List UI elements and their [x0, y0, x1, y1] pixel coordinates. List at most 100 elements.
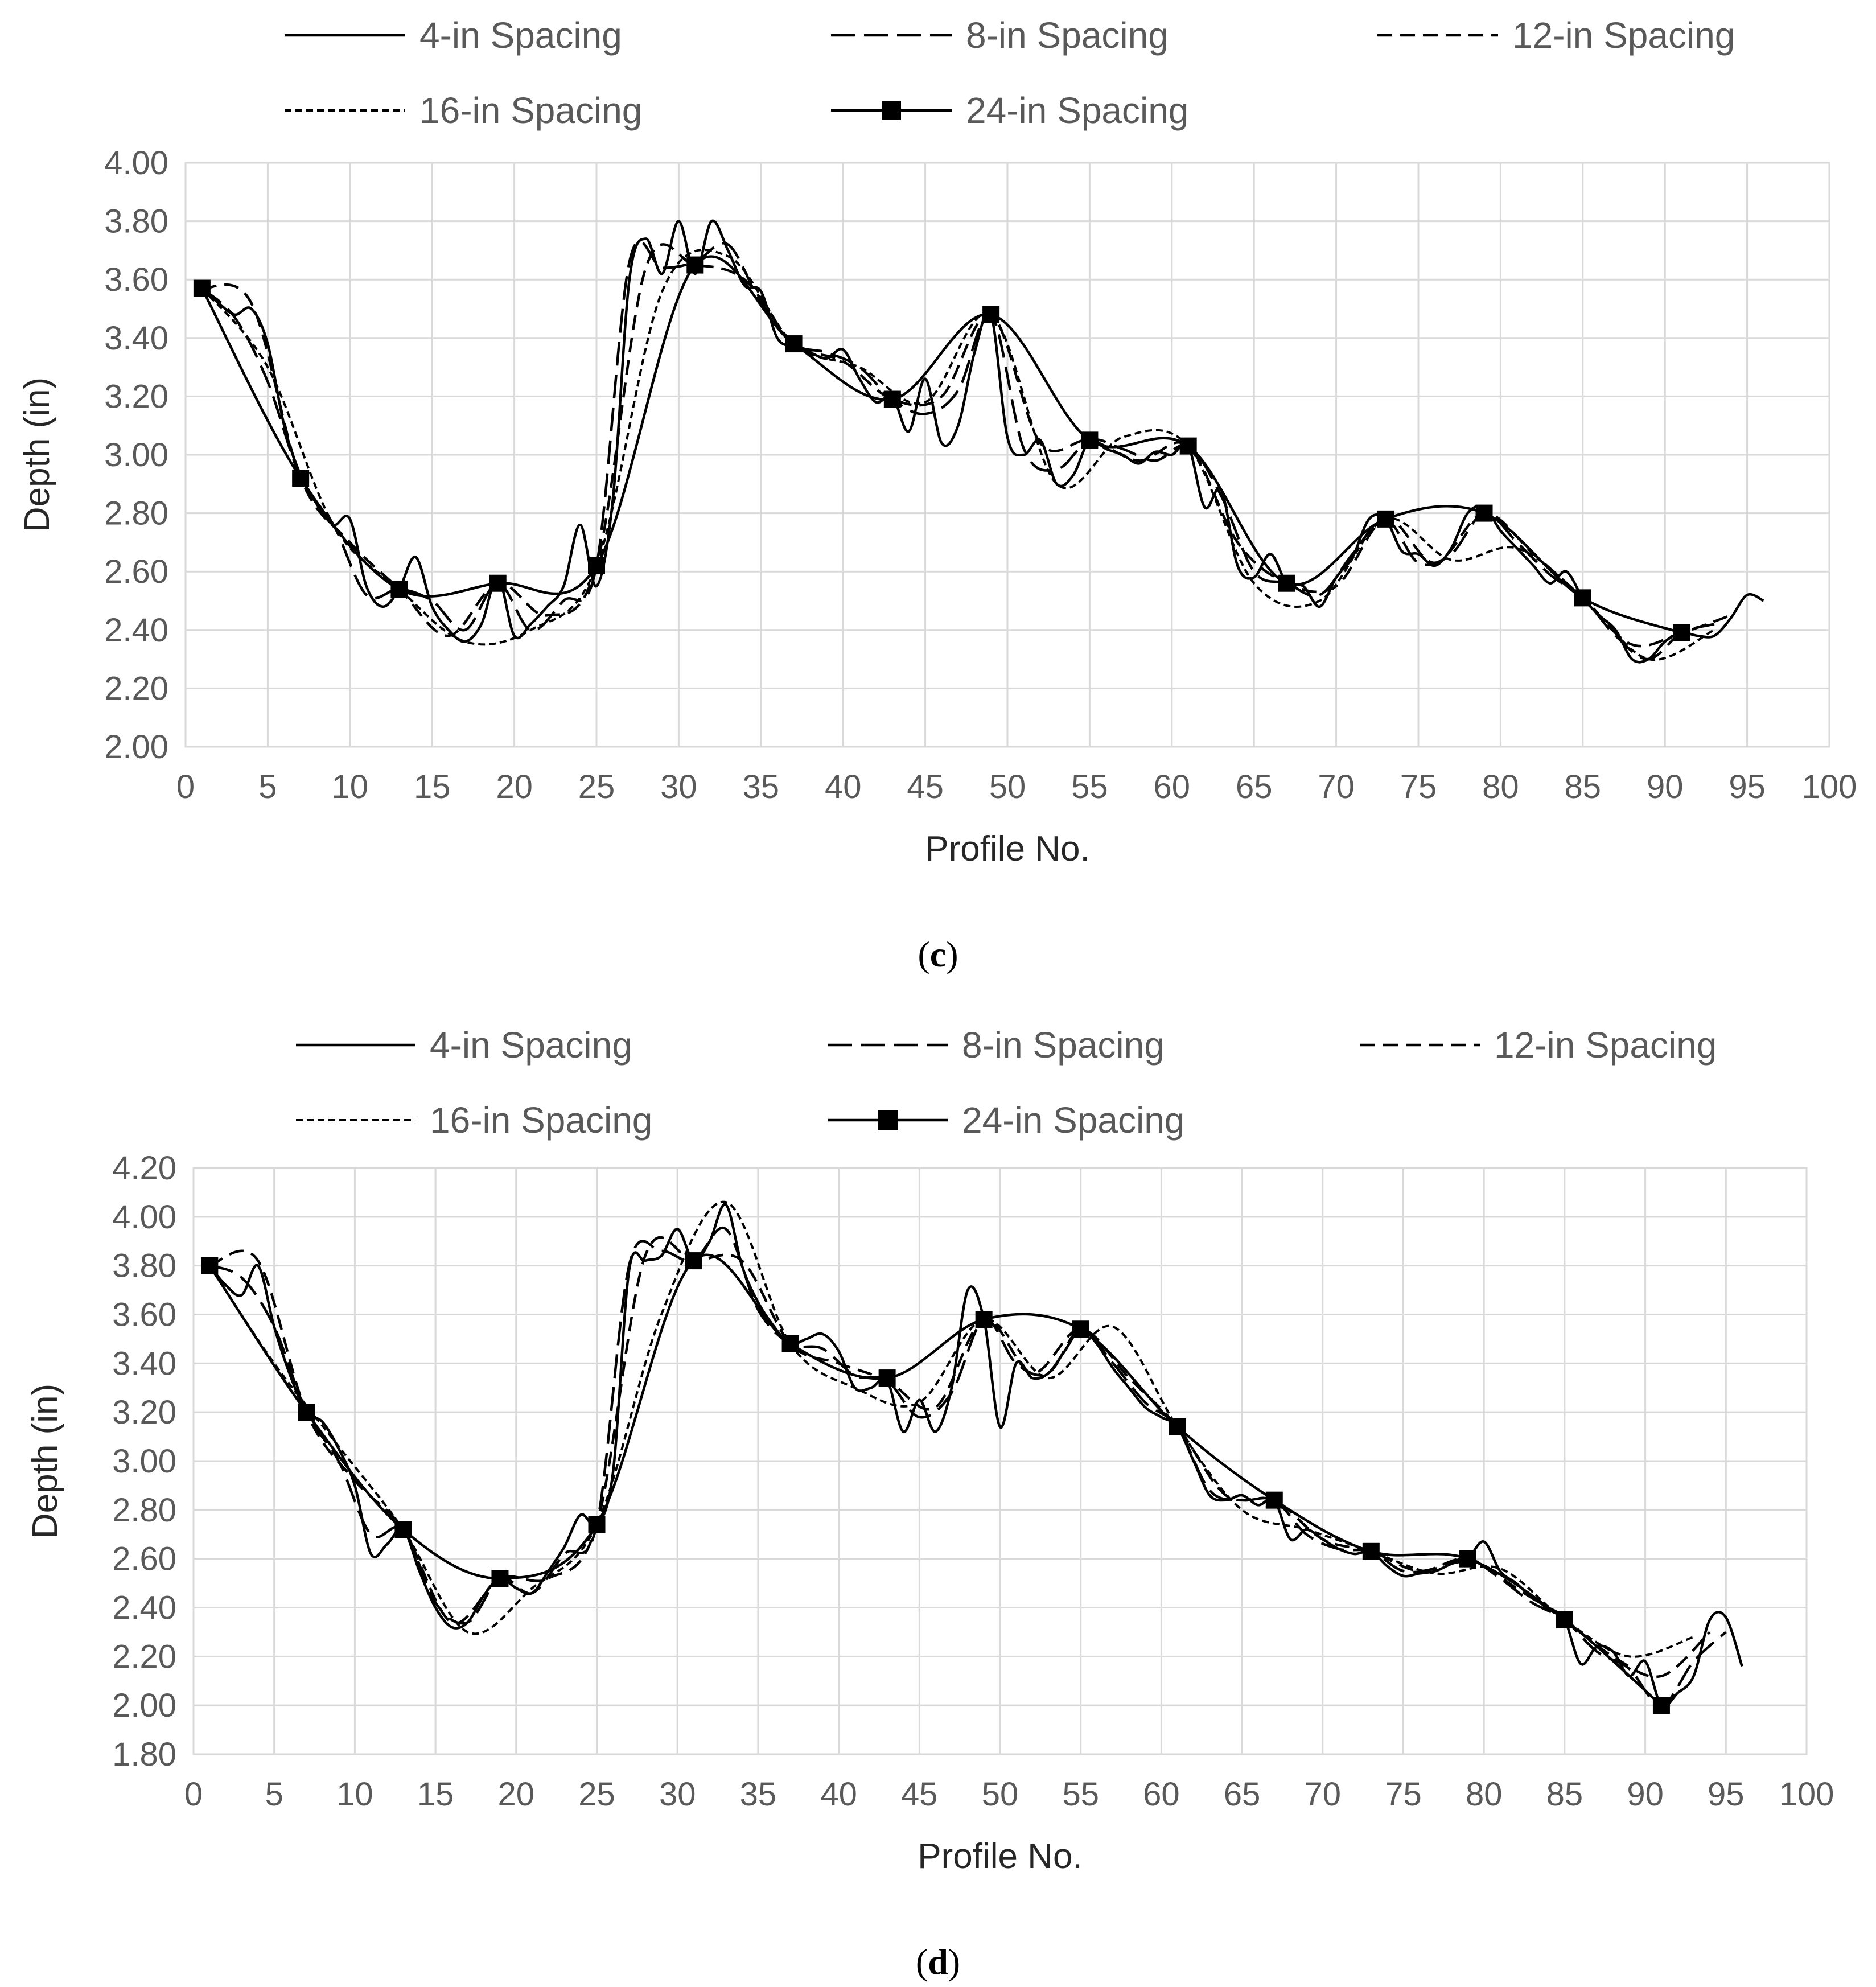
- legend-item-16-in-spacing: 16-in Spacing: [296, 1100, 652, 1141]
- legend-label: 4-in Spacing: [419, 15, 622, 56]
- data-point-marker: [588, 1516, 606, 1533]
- data-point-marker: [686, 256, 704, 274]
- legend-marker-sample: [882, 101, 901, 120]
- data-point-marker: [781, 1335, 799, 1352]
- x-tick-label: 100: [1802, 768, 1857, 805]
- y-tick-label: 3.00: [104, 437, 168, 474]
- gridlines: [184, 162, 1830, 748]
- gridlines: [192, 1167, 1808, 1755]
- chart-c: 0 5 10 15 20 25 30 35 40 45 50 55 60 65 70 75 80 85 90 95 10…: [18, 15, 1857, 869]
- data-point-marker: [292, 470, 310, 487]
- x-tick-labels: 0 5 10 15 20 25 30 35 40 45 50 55 60 65 70 75 80 85 90 95 10…: [176, 768, 1857, 805]
- series-line-12-in-spacing: [209, 1236, 1711, 1679]
- x-tick-label: 25: [578, 768, 615, 805]
- x-tick-label: 60: [1143, 1776, 1180, 1813]
- data-point-marker: [975, 1311, 993, 1328]
- data-point-marker: [1278, 574, 1295, 592]
- x-tick-label: 35: [743, 768, 780, 805]
- legend-label: 8-in Spacing: [966, 15, 1169, 56]
- y-tick-label: 2.40: [112, 1590, 176, 1627]
- data-point-marker: [1377, 510, 1394, 528]
- x-tick-label: 80: [1482, 768, 1519, 805]
- y-tick-label: 2.60: [104, 553, 168, 590]
- data-point-marker: [1574, 589, 1591, 607]
- caption-d: (d): [916, 1941, 960, 1982]
- data-point-marker: [1673, 624, 1690, 641]
- y-tick-labels: 1.80 2.00 2.20 2.40 2.60 2.80 3.00 3.20 3.40 3.60…: [112, 1150, 176, 1773]
- data-point-marker: [982, 306, 1000, 323]
- data-point-marker: [1169, 1418, 1186, 1435]
- legend: 4-in Spacing 8-in Spacing 12-in Spacing 16-…: [285, 15, 1735, 131]
- legend-label: 12-in Spacing: [1494, 1025, 1717, 1066]
- y-tick-label: 2.00: [112, 1687, 176, 1724]
- x-tick-label: 5: [265, 1776, 283, 1813]
- legend-marker-sample: [878, 1110, 898, 1130]
- x-tick-label: 10: [336, 1776, 373, 1813]
- x-tick-label: 0: [176, 768, 195, 805]
- series-markers: [193, 256, 1690, 641]
- x-tick-label: 90: [1647, 768, 1684, 805]
- y-axis-label: Depth (in): [26, 1384, 65, 1538]
- x-tick-label: 45: [907, 768, 944, 805]
- legend: 4-in Spacing 8-in Spacing 12-in Spacing 16-…: [296, 1025, 1717, 1141]
- y-tick-label: 3.20: [112, 1394, 176, 1431]
- x-tick-labels: 0 5 10 15 20 25 30 35 40 45 50 55 60 65 70 75 80 85 90 95 10…: [184, 1776, 1834, 1813]
- y-tick-labels: 2.00 2.20 2.40 2.60 2.80 3.00 3.20 3.40 3.60 3.80…: [104, 145, 168, 766]
- data-point-marker: [390, 580, 408, 598]
- caption-d-letter: d: [928, 1941, 948, 1982]
- x-tick-label: 75: [1400, 768, 1437, 805]
- legend-item-24-in-spacing: 24-in Spacing: [831, 90, 1188, 131]
- x-tick-label: 70: [1318, 768, 1355, 805]
- y-tick-label: 2.00: [104, 729, 168, 766]
- legend-label: 24-in Spacing: [962, 1100, 1184, 1141]
- y-tick-label: 3.80: [112, 1248, 176, 1285]
- y-tick-label: 3.60: [112, 1297, 176, 1334]
- x-tick-label: 95: [1729, 768, 1766, 805]
- x-tick-label: 95: [1708, 1776, 1745, 1813]
- data-point-marker: [489, 574, 507, 592]
- y-tick-label: 3.40: [112, 1345, 176, 1382]
- x-tick-label: 80: [1466, 1776, 1503, 1813]
- x-tick-label: 15: [417, 1776, 454, 1813]
- series-markers: [201, 1252, 1670, 1714]
- y-tick-label: 2.40: [104, 612, 168, 649]
- y-tick-label: 2.20: [104, 670, 168, 707]
- x-tick-label: 75: [1385, 1776, 1422, 1813]
- legend-label: 24-in Spacing: [966, 90, 1188, 131]
- x-tick-label: 5: [258, 768, 277, 805]
- y-tick-label: 3.00: [112, 1443, 176, 1480]
- x-tick-label: 35: [740, 1776, 777, 1813]
- data-point-marker: [785, 335, 803, 353]
- caption-c: (c): [918, 934, 958, 974]
- y-tick-label: 4.20: [112, 1150, 176, 1187]
- y-tick-label: 3.60: [104, 261, 168, 298]
- legend-label: 16-in Spacing: [419, 90, 642, 131]
- y-tick-label: 3.80: [104, 203, 168, 240]
- x-tick-label: 40: [820, 1776, 857, 1813]
- x-tick-label: 100: [1779, 1776, 1834, 1813]
- data-point-marker: [1081, 431, 1099, 449]
- series-group: [193, 219, 1764, 664]
- x-tick-label: 85: [1546, 1776, 1583, 1813]
- x-tick-label: 30: [660, 768, 697, 805]
- data-point-marker: [1459, 1550, 1476, 1568]
- x-tick-label: 50: [982, 1776, 1019, 1813]
- x-tick-label: 10: [332, 768, 369, 805]
- x-tick-label: 90: [1627, 1776, 1664, 1813]
- x-tick-label: 70: [1305, 1776, 1342, 1813]
- x-tick-label: 40: [825, 768, 862, 805]
- y-tick-label: 1.80: [112, 1736, 176, 1773]
- legend-item-8-in-spacing: 8-in Spacing: [831, 15, 1169, 56]
- x-tick-label: 30: [659, 1776, 696, 1813]
- data-point-marker: [883, 390, 901, 408]
- x-axis-label: Profile No.: [925, 829, 1089, 869]
- series-line-16-in-spacing: [201, 249, 1715, 661]
- series-line-4-in-spacing: [201, 219, 1764, 664]
- y-tick-label: 2.80: [112, 1492, 176, 1529]
- y-tick-label: 3.20: [104, 378, 168, 415]
- y-axis-label: Depth (in): [18, 377, 57, 532]
- series-line-24-in-spacing: [200, 255, 1682, 635]
- x-tick-label: 20: [496, 768, 533, 805]
- x-tick-label: 55: [1071, 768, 1108, 805]
- legend-label: 8-in Spacing: [962, 1025, 1165, 1066]
